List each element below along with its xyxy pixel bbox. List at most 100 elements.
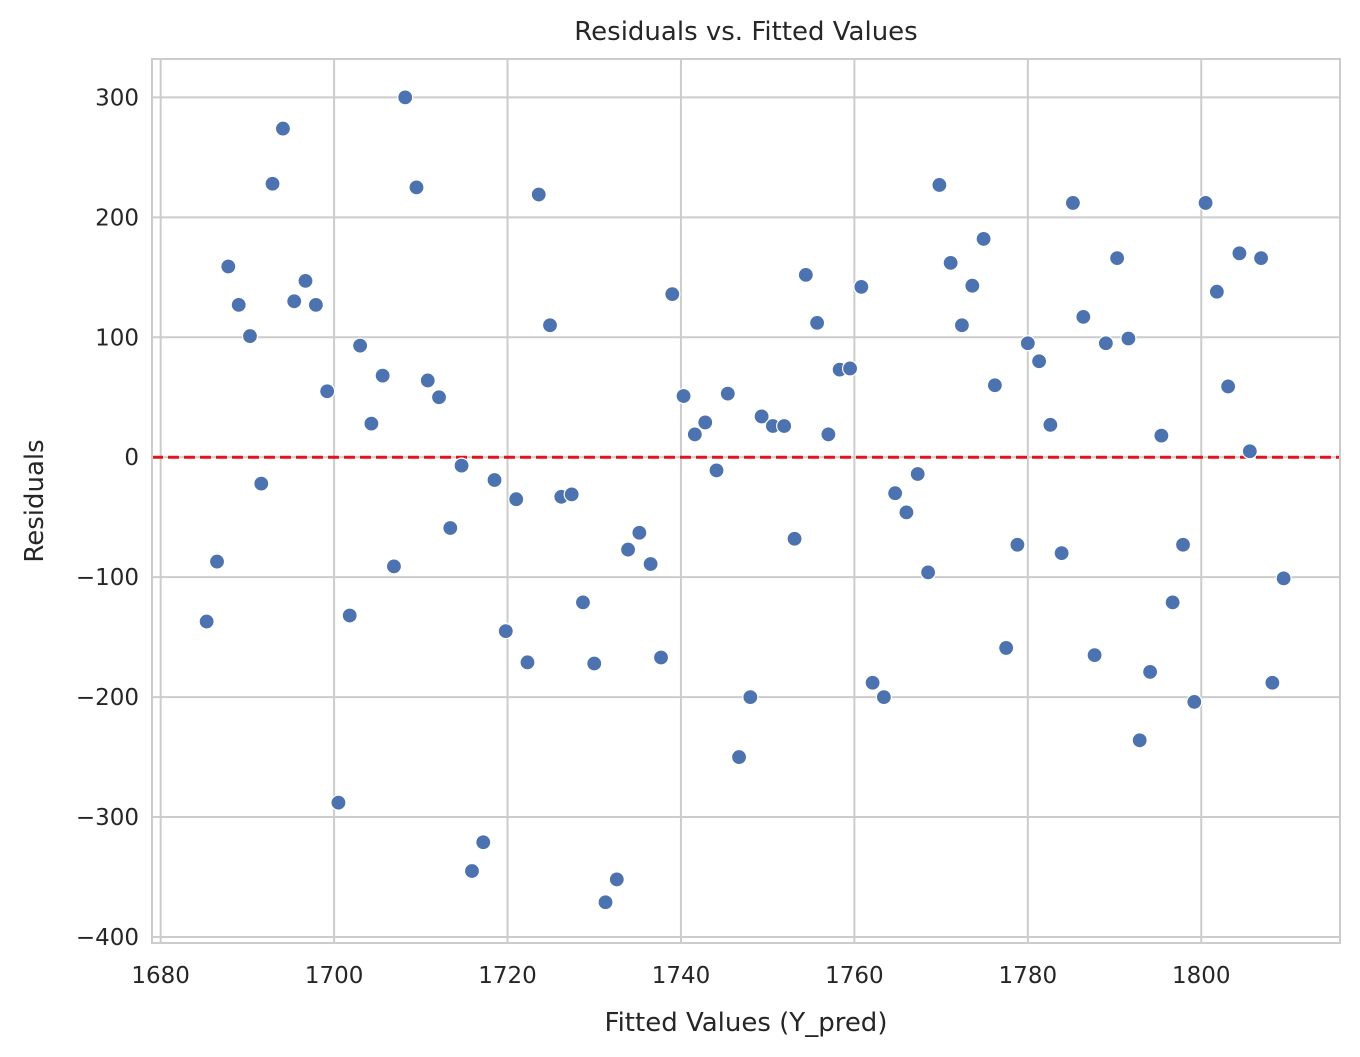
x-axis-title: Fitted Values (Y_pred)	[605, 1008, 888, 1038]
data-point	[1030, 353, 1048, 370]
data-point	[776, 417, 793, 435]
data-point	[1275, 570, 1292, 587]
data-point	[541, 317, 559, 334]
data-point	[909, 465, 926, 483]
data-point	[1009, 536, 1026, 553]
data-point	[875, 689, 892, 706]
chart-title: Residuals vs. Fitted Values	[574, 17, 917, 47]
data-point	[675, 387, 692, 405]
data-point	[241, 327, 259, 345]
data-point	[274, 120, 292, 137]
data-point	[519, 654, 536, 671]
y-tick-label: 200	[95, 205, 139, 231]
x-tick-label: 1760	[825, 963, 884, 989]
data-point	[253, 475, 270, 492]
data-point	[1086, 647, 1103, 664]
data-point	[920, 564, 937, 581]
data-point	[208, 553, 226, 570]
data-point	[953, 317, 971, 334]
data-point	[463, 862, 481, 880]
data-point	[1164, 594, 1181, 611]
y-tick-label: −300	[76, 805, 139, 831]
plot-frame	[151, 58, 1341, 944]
data-point	[1064, 194, 1082, 212]
x-tick-labels: 1680 1700 1720 1740 1760 1780 1800	[131, 963, 1230, 989]
y-tick-label: 0	[124, 445, 139, 471]
y-tick-label: −100	[76, 565, 139, 591]
data-point	[319, 383, 336, 400]
data-point	[597, 894, 614, 911]
data-point	[1153, 427, 1170, 444]
data-point	[486, 471, 503, 489]
y-tick-label: −200	[76, 685, 139, 711]
data-point	[442, 519, 459, 537]
data-point	[220, 258, 237, 275]
data-point	[1097, 335, 1114, 352]
data-point	[586, 655, 603, 672]
data-point	[975, 230, 992, 248]
data-point	[1252, 250, 1270, 267]
data-point	[809, 314, 826, 331]
x-tick-label: 1800	[1172, 963, 1231, 989]
data-point	[430, 389, 448, 406]
data-point	[475, 834, 492, 851]
data-point	[686, 426, 703, 443]
data-point	[419, 372, 436, 389]
data-point	[1220, 378, 1237, 395]
data-point	[1186, 693, 1203, 711]
data-point	[264, 175, 281, 192]
data-point	[730, 748, 748, 766]
data-point	[198, 613, 215, 630]
data-point	[1053, 545, 1070, 562]
data-point	[942, 254, 959, 272]
data-point	[563, 486, 580, 503]
x-tick-label: 1680	[131, 963, 190, 989]
data-point	[1241, 443, 1258, 460]
data-point	[307, 296, 324, 313]
data-point	[1075, 308, 1092, 325]
data-point	[230, 296, 247, 313]
data-point	[497, 623, 514, 640]
data-point	[341, 607, 358, 624]
data-point	[986, 377, 1003, 394]
data-point	[297, 272, 314, 289]
data-point	[652, 649, 670, 666]
data-point	[1141, 663, 1159, 681]
data-point	[330, 794, 347, 811]
data-point	[887, 485, 904, 502]
data-point	[998, 639, 1015, 657]
data-point	[1197, 194, 1214, 212]
data-point	[1109, 250, 1126, 267]
data-point	[1042, 416, 1059, 433]
data-point	[1264, 674, 1281, 691]
data-point	[1174, 536, 1192, 553]
data-point	[408, 179, 425, 196]
data-point	[964, 277, 981, 294]
data-point	[385, 558, 403, 575]
data-point	[1019, 335, 1036, 352]
y-tick-label: 300	[95, 85, 139, 111]
data-point	[1120, 330, 1137, 347]
data-point	[742, 689, 759, 706]
data-point	[508, 491, 525, 508]
data-point	[1131, 732, 1148, 749]
data-point	[363, 415, 380, 432]
data-point	[664, 285, 681, 303]
data-point	[631, 524, 648, 541]
x-tick-label: 1720	[478, 963, 537, 989]
data-point	[286, 293, 303, 310]
data-point	[708, 462, 725, 479]
data-points	[198, 89, 1292, 911]
data-point	[931, 176, 948, 194]
data-point	[619, 541, 637, 558]
data-point	[898, 504, 915, 521]
data-point	[753, 408, 770, 425]
x-tick-label: 1740	[652, 963, 711, 989]
y-tick-labels: −400 −300 −200 −100 0 100 200 300	[76, 85, 139, 951]
x-tick-label: 1700	[305, 963, 364, 989]
data-point	[797, 266, 814, 284]
y-tick-label: −400	[76, 925, 139, 951]
data-point	[374, 367, 391, 384]
data-point	[352, 337, 369, 354]
